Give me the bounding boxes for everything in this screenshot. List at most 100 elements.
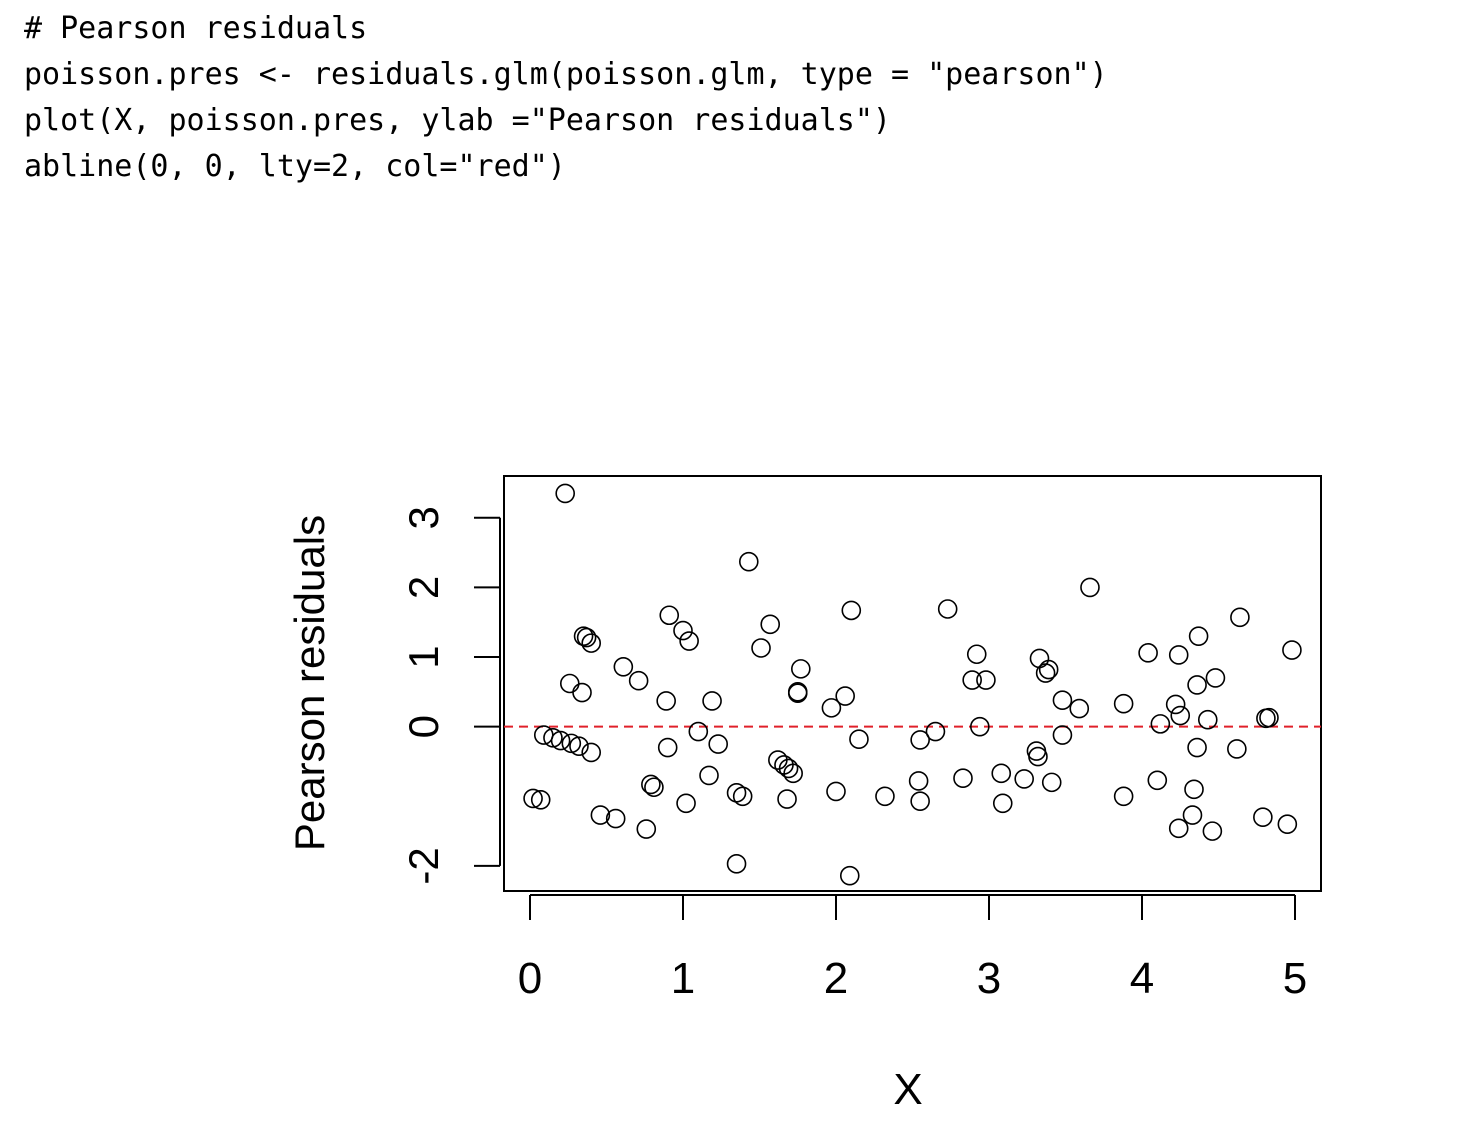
data-point	[1188, 626, 1209, 646]
data-point	[738, 551, 759, 572]
data-point	[569, 736, 589, 756]
data-point	[605, 808, 626, 829]
data-point	[561, 733, 582, 754]
data-point	[1138, 643, 1158, 663]
data-point	[826, 781, 846, 802]
x-tick-label: 5	[1283, 954, 1307, 1003]
data-point	[910, 730, 930, 750]
data-point	[628, 670, 649, 691]
data-point	[572, 682, 592, 703]
y-axis: -2 0 1 2 3	[400, 506, 501, 885]
data-point	[835, 686, 855, 706]
data-point	[1113, 786, 1134, 807]
data-point	[613, 656, 634, 677]
data-point	[1028, 746, 1048, 767]
data-point	[708, 734, 728, 754]
y-tick-label: -2	[400, 847, 447, 884]
x-tick-label: 4	[1130, 954, 1154, 1003]
data-point	[821, 698, 842, 718]
data-point	[581, 633, 602, 653]
data-point	[783, 763, 803, 784]
data-point	[1052, 690, 1073, 711]
data-point	[910, 791, 930, 811]
data-point	[1259, 707, 1279, 728]
data-point	[908, 771, 929, 791]
data-point	[1197, 709, 1218, 730]
data-point	[1282, 640, 1302, 660]
data-point	[1277, 814, 1298, 834]
code-line: poisson.pres <- residuals.glm(poisson.gl…	[24, 57, 1108, 92]
data-points	[523, 483, 1302, 886]
data-point	[991, 763, 1012, 784]
data-point	[644, 777, 664, 798]
data-point	[962, 670, 982, 690]
data-point	[656, 691, 676, 711]
data-point	[1038, 659, 1059, 680]
plot-frame	[503, 475, 1322, 892]
data-point	[976, 670, 996, 690]
data-point	[1170, 705, 1191, 726]
data-point	[732, 786, 753, 807]
data-point	[1041, 772, 1062, 793]
data-point	[1253, 807, 1273, 827]
data-point	[1187, 737, 1207, 758]
y-axis-title: Pearson residuals	[286, 515, 333, 851]
data-point	[1184, 779, 1204, 800]
code-block: # Pearson residuals poisson.pres <- resid…	[24, 6, 1108, 190]
data-point	[1080, 577, 1100, 598]
data-point	[1187, 675, 1207, 695]
data-point	[659, 605, 680, 626]
data-point	[688, 721, 709, 742]
data-point	[555, 483, 575, 504]
y-tick-label: 3	[400, 506, 447, 529]
data-point	[1230, 607, 1250, 628]
data-point	[1168, 818, 1189, 839]
data-point	[590, 805, 611, 825]
data-point	[726, 854, 747, 874]
data-point	[1147, 770, 1168, 791]
data-point	[778, 758, 799, 779]
data-point	[1202, 821, 1223, 841]
data-point	[702, 691, 722, 711]
data-point	[751, 638, 771, 658]
data-point	[699, 765, 719, 786]
data-point	[679, 631, 699, 651]
data-point	[1113, 693, 1134, 714]
data-point	[841, 600, 862, 621]
data-point	[1035, 663, 1056, 683]
data-point	[937, 599, 958, 619]
code-line: abline(0, 0, lty=2, col="red")	[24, 149, 566, 184]
data-point	[925, 721, 946, 742]
x-tick-label: 2	[824, 954, 848, 1003]
data-point	[1182, 805, 1203, 825]
data-point	[657, 737, 678, 758]
code-line: # Pearson residuals	[24, 11, 368, 46]
data-point	[839, 865, 860, 886]
data-point	[530, 789, 551, 810]
y-tick-label: 0	[400, 715, 447, 738]
data-point	[1052, 725, 1073, 745]
data-point	[787, 682, 808, 702]
data-point	[641, 774, 661, 795]
data-point	[550, 730, 571, 751]
data-point	[543, 728, 563, 748]
y-tick-label: 2	[400, 576, 447, 599]
data-point	[576, 627, 597, 648]
data-point	[573, 626, 594, 646]
data-point	[1165, 694, 1186, 715]
data-point	[1069, 698, 1090, 719]
data-point	[1150, 714, 1171, 734]
data-point	[970, 716, 990, 737]
code-line: plot(X, poisson.pres, ylab ="Pearson res…	[24, 103, 891, 138]
data-point	[1227, 739, 1247, 759]
data-point	[673, 620, 693, 641]
data-point	[875, 786, 895, 807]
x-axis-title: X	[893, 1065, 922, 1114]
data-point	[791, 659, 811, 679]
data-point	[636, 819, 657, 839]
data-point	[953, 768, 973, 788]
data-point	[992, 793, 1013, 814]
y-tick-label: 1	[400, 645, 447, 668]
data-point	[1205, 668, 1226, 688]
